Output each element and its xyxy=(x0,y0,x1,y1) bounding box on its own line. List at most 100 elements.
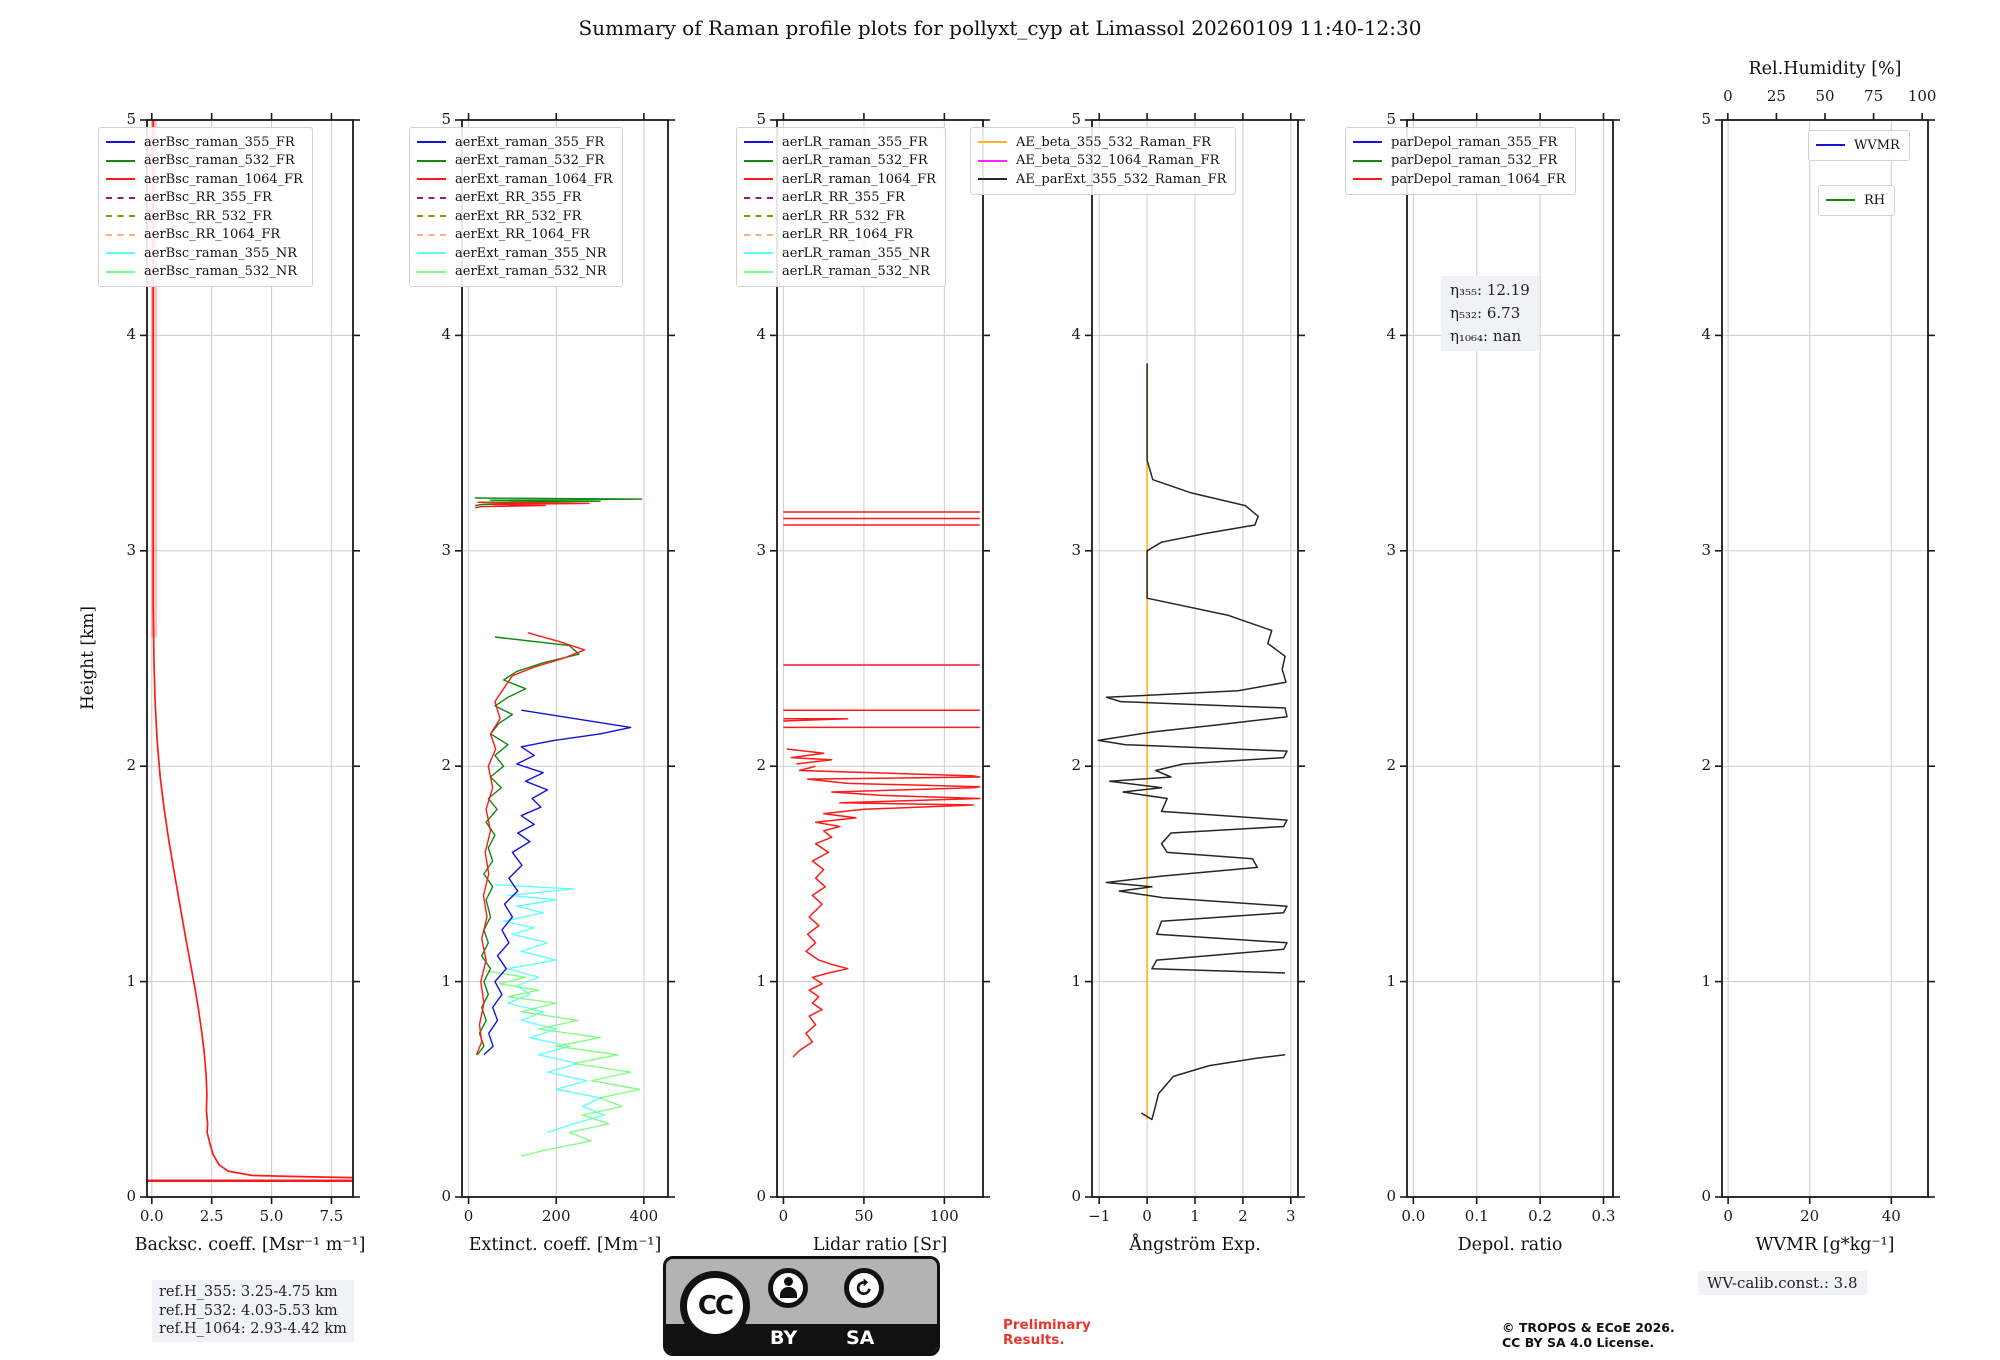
y-tick-label: 3 xyxy=(126,540,136,559)
eta-1064-value: η₁₀₆₄: nan xyxy=(1450,327,1522,345)
series-aerLR_raman_1064_FR xyxy=(792,765,981,1058)
legend-label: aerExt_raman_532_NR xyxy=(455,264,607,280)
attribution-person-icon xyxy=(768,1268,808,1308)
legend-item: RH xyxy=(1826,191,1885,210)
y-tick-label: 5 xyxy=(1701,110,1711,128)
preliminary-line-2: Results. xyxy=(1003,1332,1065,1348)
ref-height-1064: ref.H_1064: 2.93-4.42 km xyxy=(159,1321,347,1337)
y-tick-label: 2 xyxy=(1071,756,1081,775)
legend-label: aerBsc_RR_532_FR xyxy=(144,208,272,224)
x-tick-label: 5.0 xyxy=(259,1207,284,1225)
legend-line-sample xyxy=(744,270,773,273)
legend-label: aerLR_RR_532_FR xyxy=(782,208,905,224)
share-alike-icon xyxy=(844,1268,884,1308)
legend-item: AE_parExt_355_532_Raman_FR xyxy=(978,170,1226,189)
legend-wvmr: RH xyxy=(1818,185,1896,216)
preliminary-results-note: Preliminary Results. xyxy=(1003,1318,1091,1348)
y-tick-label: 1 xyxy=(1386,971,1396,990)
legend-line-sample xyxy=(417,215,446,218)
legend-label: AE_beta_532_1064_Raman_FR xyxy=(1016,153,1220,169)
legend-line-sample xyxy=(744,252,773,255)
x-tick-label: 40 xyxy=(1881,1207,1901,1225)
legend-line-sample xyxy=(744,233,773,236)
plot-area-angstroem xyxy=(1085,113,1305,1204)
legend-depol: parDepol_raman_355_FR parDepol_raman_532_… xyxy=(1345,127,1576,195)
legend-item: aerBsc_RR_355_FR xyxy=(106,189,303,208)
plot-area-backscatter xyxy=(140,113,360,1204)
panel-wvmr: 0 20 40 0 1 2 3 4 5 WVMR [g*kg⁻¹] 0 25 50 75 100 Rel.Hu… xyxy=(1701,59,1936,1255)
legend-line-sample xyxy=(978,141,1007,144)
legend-angstroem: AE_beta_355_532_Raman_FR AE_beta_532_1064… xyxy=(970,127,1237,195)
top-tick-label: 25 xyxy=(1766,87,1786,105)
legend-label: aerLR_raman_355_FR xyxy=(782,134,928,150)
y-tick-label: 1 xyxy=(756,971,766,990)
legend-line-sample xyxy=(744,196,773,199)
x-tick-label: 0 xyxy=(778,1207,789,1225)
legend-wvmr: WVMR xyxy=(1808,130,1910,161)
legend-item: parDepol_raman_1064_FR xyxy=(1353,170,1566,189)
axes-spines xyxy=(461,119,669,1198)
cc-logo-text: CC xyxy=(697,1291,734,1321)
legend-line-sample xyxy=(106,233,135,236)
legend-item: aerLR_raman_355_NR xyxy=(744,244,936,263)
x-tick-label: 2 xyxy=(1238,1207,1248,1225)
panel-angstroem: −1 0 1 2 3 0 1 2 3 4 5 Ångström Exp. AE_beta_355_532… xyxy=(970,110,1305,1255)
axes-spines xyxy=(146,119,354,1198)
legend-line-sample xyxy=(106,215,135,218)
plot-area-wvmr xyxy=(1715,113,1935,1204)
legend-line-sample xyxy=(417,159,446,162)
y-tick-label: 4 xyxy=(1071,325,1081,344)
y-tick-label: 1 xyxy=(1701,971,1711,990)
x-tick-label: −1 xyxy=(1088,1207,1111,1225)
legend-item: aerLR_raman_1064_FR xyxy=(744,170,936,189)
y-tick-label: 0 xyxy=(441,1187,451,1205)
top-tick-label: 50 xyxy=(1815,87,1835,105)
x-tick-label: 0.0 xyxy=(139,1207,164,1225)
legend-label: RH xyxy=(1864,192,1886,208)
x-tick-label: 50 xyxy=(854,1207,874,1225)
legend-line-sample xyxy=(1353,159,1382,162)
series-aerBsc_raman_1064_FR xyxy=(152,120,354,1179)
y-tick-label: 3 xyxy=(441,540,451,559)
y-tick-label: 1 xyxy=(126,971,136,990)
axes-spines xyxy=(1721,119,1929,1198)
eta-355-value: η₃₅₅: 12.19 xyxy=(1450,281,1530,299)
legend-item: aerBsc_raman_532_FR xyxy=(106,152,303,171)
y-tick-label: 4 xyxy=(1386,325,1396,344)
y-tick-label: 0 xyxy=(126,1187,136,1205)
legend-line-sample xyxy=(1826,199,1855,202)
x-tick-label: 2.5 xyxy=(199,1207,224,1225)
legend-line-sample xyxy=(106,178,135,181)
x-axis-label-angstroem: Ångström Exp. xyxy=(1129,1235,1261,1255)
panel-lidar-ratio: 0 50 100 0 1 2 3 4 5 Lidar ratio [Sr] aerLR_raman_… xyxy=(736,110,990,1255)
top-tick-label: 0 xyxy=(1723,87,1733,105)
legend-line-sample xyxy=(744,141,773,144)
eta-532-value: η₅₃₂: 6.73 xyxy=(1450,304,1521,322)
legend-line-sample xyxy=(1353,178,1382,181)
legend-label: aerExt_raman_355_FR xyxy=(455,134,605,150)
series-aerExt_raman_355_FR xyxy=(483,709,632,1056)
legend-line-sample xyxy=(106,196,135,199)
cc-by-label: BY xyxy=(770,1327,798,1349)
legend-label: aerExt_RR_1064_FR xyxy=(455,227,590,243)
y-tick-label: 5 xyxy=(1386,110,1396,128)
series-aerExt_raman_532_NR xyxy=(485,970,641,1157)
copyright-line-1: © TROPOS & ECoE 2026. xyxy=(1502,1320,1675,1335)
legend-label: AE_beta_355_532_Raman_FR xyxy=(1016,134,1212,150)
legend-item: aerBsc_RR_532_FR xyxy=(106,207,303,226)
legend-line-sample xyxy=(1816,144,1845,147)
legend-item: aerLR_RR_532_FR xyxy=(744,207,936,226)
y-tick-label: 2 xyxy=(1386,756,1396,775)
x-tick-label: 1 xyxy=(1190,1207,1200,1225)
legend-label: aerBsc_raman_355_NR xyxy=(144,245,298,261)
x-tick-label: 0.3 xyxy=(1591,1207,1616,1225)
legend-label: aerExt_RR_355_FR xyxy=(455,190,582,206)
x-tick-label: 0.2 xyxy=(1528,1207,1553,1225)
y-tick-label: 5 xyxy=(441,110,451,128)
eta-annotation: η₃₅₅: 12.19 η₅₃₂: 6.73 η₁₀₆₄: nan xyxy=(1441,276,1539,351)
legend-item: aerBsc_raman_355_FR xyxy=(106,133,303,152)
y-tick-label: 5 xyxy=(126,110,136,128)
legend-line-sample xyxy=(978,178,1007,181)
legend-item: aerExt_raman_355_FR xyxy=(417,133,613,152)
